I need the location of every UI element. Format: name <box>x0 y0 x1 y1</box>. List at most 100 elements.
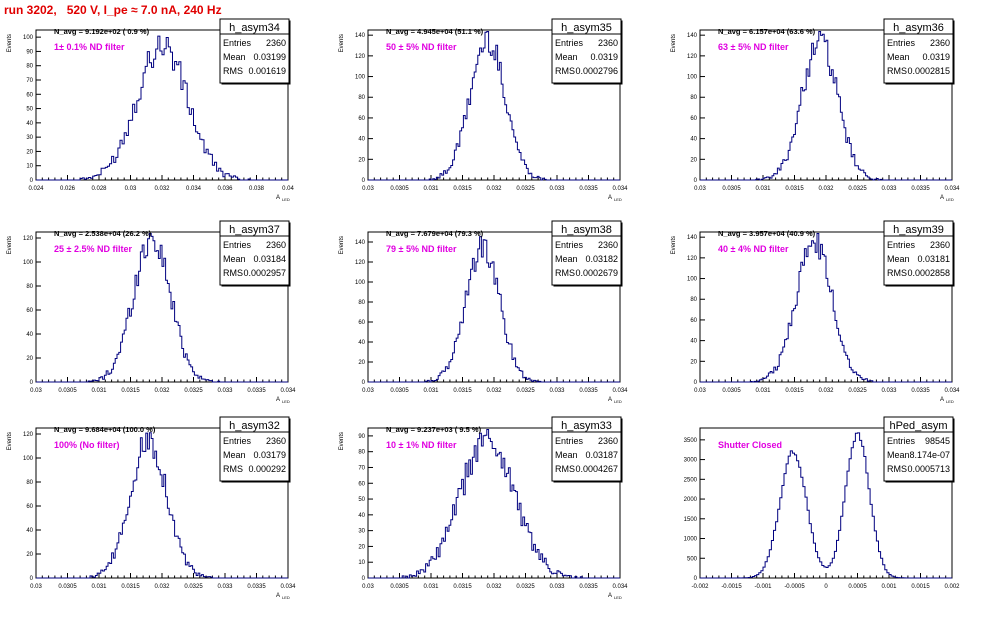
stats-rms-label: RMS <box>223 268 243 278</box>
x-tick-label: 0.032 <box>486 186 502 192</box>
stats-entries-label: Entries <box>555 436 584 446</box>
x-axis-label: A <box>276 397 280 403</box>
x-axis-label-subscript: LED <box>282 399 290 404</box>
x-tick-label: 0.0335 <box>247 388 266 394</box>
x-axis-label: A <box>940 195 944 201</box>
x-tick-label: 0.0335 <box>579 186 598 192</box>
y-tick-label: 80 <box>690 297 697 303</box>
histogram-panel-h-asym35: 0.03 0.0305 0.031 0.0315 0.032 0.0325 0.033 0.0… <box>332 18 662 223</box>
y-tick-label: 2500 <box>684 477 698 483</box>
navg-title: N_avg = 6.157e+04 (63.6 %) <box>718 27 816 36</box>
stats-rms-label: RMS <box>887 268 907 278</box>
stats-entries-value: 2360 <box>266 240 286 250</box>
filter-annotation: 50 ± 5% ND filter <box>386 42 457 52</box>
stats-mean-value: 0.03199 <box>253 52 286 62</box>
stats-rms-value: 0.0005713 <box>907 464 950 474</box>
histogram-plot: 0.03 0.0305 0.031 0.0315 0.032 0.0325 0.033 0.0… <box>7 220 296 404</box>
y-tick-label: 140 <box>355 240 366 246</box>
navg-title: N_avg = 9.684e+04 (100.0 %) <box>54 425 156 434</box>
y-tick-label: 20 <box>358 360 365 366</box>
x-tick-label: 0.002 <box>944 584 960 590</box>
navg-title: N_avg = 3.957e+04 (40.9 %) <box>718 229 816 238</box>
filter-annotation: 10 ± 1% ND filter <box>386 440 457 450</box>
y-tick-label: 1500 <box>684 517 698 523</box>
stats-entries-value: 2360 <box>598 240 618 250</box>
x-tick-label: 0.034 <box>944 186 960 192</box>
y-tick-label: 80 <box>690 95 697 101</box>
stats-rms-value: 0.001619 <box>248 66 286 76</box>
y-tick-label: 80 <box>26 480 33 486</box>
stats-box: h_asym34 Entries 2360 Mean 0.03199 RMS 0.00161… <box>219 18 291 85</box>
stats-rms-label: RMS <box>887 464 907 474</box>
x-tick-label: 0.0315 <box>121 584 140 590</box>
x-axis-label: A <box>608 397 612 403</box>
stats-entries-label: Entries <box>223 38 252 48</box>
histogram-name: h_asym33 <box>561 420 612 432</box>
y-tick-label: 40 <box>26 528 33 534</box>
x-tick-label: 0.04 <box>282 186 294 192</box>
x-axis-label: A <box>276 195 280 201</box>
histogram-name: h_asym36 <box>893 22 944 34</box>
y-tick-label: 40 <box>690 137 697 143</box>
stats-rms-value: 0.0002815 <box>907 66 950 76</box>
navg-title: N_avg = 9.237e+03 ( 9.5 %) <box>386 425 482 434</box>
x-tick-label: 0.033 <box>881 388 897 394</box>
histogram-plot: 0.03 0.0305 0.031 0.0315 0.032 0.0325 0.033 0.0… <box>671 18 960 202</box>
y-tick-label: 0 <box>362 178 366 184</box>
y-tick-label: 0 <box>362 576 366 582</box>
y-tick-label: 100 <box>355 75 366 81</box>
y-tick-label: 60 <box>690 116 697 122</box>
histogram-line <box>36 35 288 181</box>
y-tick-label: 3000 <box>684 458 698 464</box>
x-tick-label: 0.033 <box>881 186 897 192</box>
x-axis-label-subscript: LED <box>282 595 290 600</box>
x-axis-label-subscript: LED <box>614 595 622 600</box>
y-axis-label: Events <box>671 236 677 254</box>
histogram-panel-h-asym38: 0.03 0.0305 0.031 0.0315 0.032 0.0325 0.033 0.0… <box>332 220 662 425</box>
stats-mean-value: 0.03187 <box>585 450 618 460</box>
x-tick-label: 0.031 <box>423 388 439 394</box>
stats-entries-value: 2360 <box>930 240 950 250</box>
x-tick-label: 0.032 <box>486 388 502 394</box>
stats-rms-label: RMS <box>555 66 575 76</box>
stats-mean-label: Mean <box>887 450 910 460</box>
stats-mean-value: 0.03184 <box>253 254 286 264</box>
stats-rms-label: RMS <box>223 464 243 474</box>
stats-mean-label: Mean <box>887 52 910 62</box>
x-tick-label: 0.0305 <box>722 186 741 192</box>
x-tick-label: -0.002 <box>691 584 709 590</box>
stats-entries-label: Entries <box>223 436 252 446</box>
x-tick-label: 0.03 <box>30 584 42 590</box>
x-tick-label: 0.03 <box>362 584 374 590</box>
x-tick-label: 0.0315 <box>453 584 472 590</box>
x-tick-label: 0.036 <box>217 186 233 192</box>
stats-entries-label: Entries <box>887 240 916 250</box>
y-tick-label: 0 <box>362 380 366 386</box>
stats-entries-label: Entries <box>555 38 584 48</box>
filter-annotation: 100% (No filter) <box>54 440 120 450</box>
x-tick-label: 0.0325 <box>516 388 535 394</box>
y-tick-label: 140 <box>687 33 698 39</box>
x-tick-label: 0.0305 <box>58 388 77 394</box>
y-tick-label: 500 <box>687 556 698 562</box>
stats-mean-label: Mean <box>555 450 578 460</box>
stats-box-frame <box>219 416 290 482</box>
stats-entries-label: Entries <box>887 38 916 48</box>
y-tick-label: 80 <box>358 95 365 101</box>
x-tick-label: 0.033 <box>549 186 565 192</box>
y-tick-label: 90 <box>358 434 365 440</box>
x-tick-label: 0.028 <box>91 186 107 192</box>
y-tick-label: 50 <box>26 107 33 113</box>
filter-annotation: 1± 0.1% ND filter <box>54 42 125 52</box>
x-tick-label: 0.0305 <box>390 186 409 192</box>
navg-title: N_avg = 2.538e+04 (26.2 %) <box>54 229 152 238</box>
x-tick-label: 0.032 <box>154 388 170 394</box>
stats-box-frame <box>219 220 290 286</box>
stats-entries-label: Entries <box>223 240 252 250</box>
filter-annotation: 63 ± 5% ND filter <box>718 42 789 52</box>
histogram-plot: 0.03 0.0305 0.031 0.0315 0.032 0.0325 0.033 0.0… <box>671 220 960 404</box>
stats-mean-label: Mean <box>555 52 578 62</box>
y-axis-label: Events <box>339 432 345 450</box>
y-tick-label: 2000 <box>684 497 698 503</box>
y-tick-label: 20 <box>26 356 33 362</box>
